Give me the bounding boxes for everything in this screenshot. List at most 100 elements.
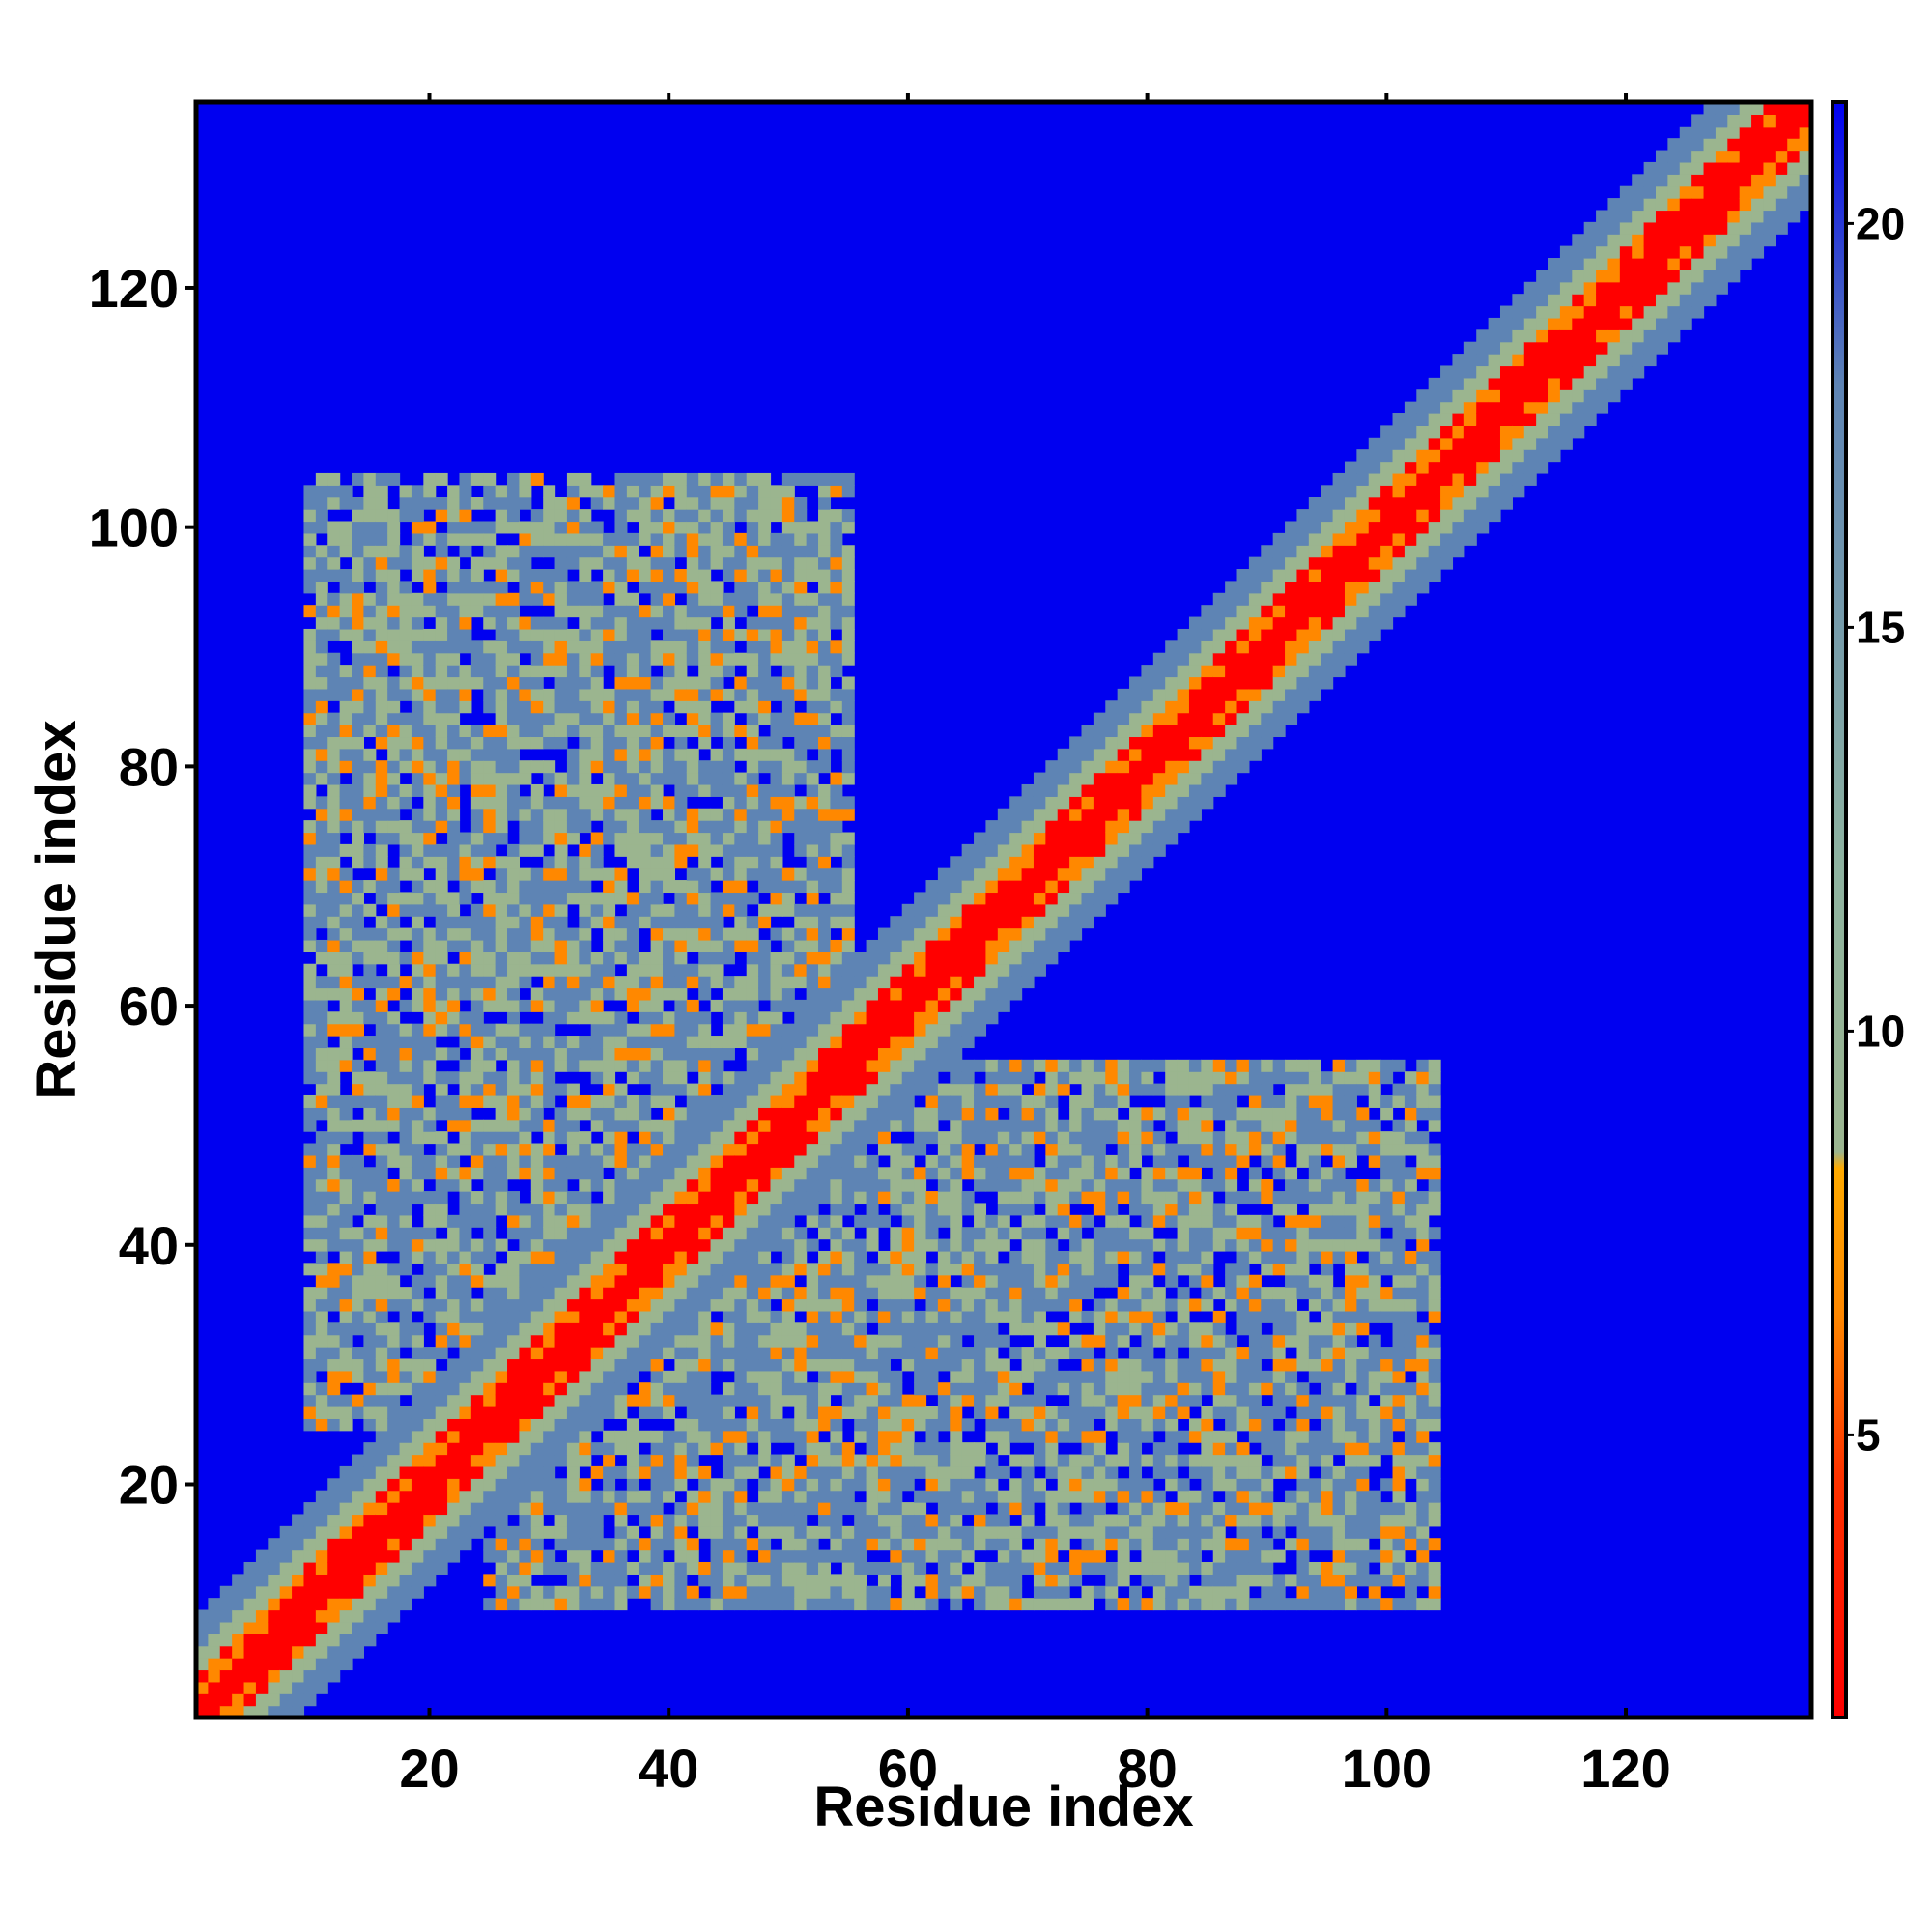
heatmap-cell — [566, 939, 580, 952]
heatmap-cell — [758, 545, 772, 558]
heatmap-cell — [746, 1370, 759, 1383]
heatmap-cell — [303, 987, 317, 1001]
heatmap-cell — [806, 952, 819, 965]
heatmap-cell — [914, 1011, 927, 1025]
heatmap-cell — [232, 1705, 245, 1719]
heatmap-cell — [554, 712, 568, 725]
heatmap-cell — [579, 1167, 592, 1180]
heatmap-cell — [470, 952, 484, 965]
heatmap-cell — [1009, 808, 1023, 821]
heatmap-cell — [423, 1167, 437, 1180]
heatmap-cell — [758, 1490, 772, 1503]
heatmap-cell — [818, 1574, 832, 1587]
heatmap-cell — [495, 808, 508, 821]
heatmap-cell — [1033, 903, 1046, 917]
heatmap-cell — [877, 1334, 891, 1348]
heatmap-cell — [399, 999, 412, 1012]
heatmap-cell — [1009, 1598, 1023, 1611]
heatmap-cell — [890, 1287, 903, 1300]
heatmap-cell — [985, 1298, 999, 1312]
heatmap-cell — [626, 736, 639, 750]
heatmap-cell — [818, 880, 832, 894]
heatmap-cell — [603, 939, 616, 952]
heatmap-cell — [961, 1274, 975, 1288]
heatmap-cell — [925, 1334, 939, 1348]
heatmap-cell — [495, 1238, 508, 1252]
heatmap-cell — [758, 867, 772, 881]
heatmap-cell — [339, 1274, 353, 1288]
heatmap-cell — [698, 1274, 712, 1288]
heatmap-cell — [830, 1514, 843, 1527]
heatmap-cell — [854, 1598, 867, 1611]
heatmap-cell — [698, 783, 712, 797]
heatmap-cell — [483, 1490, 497, 1503]
heatmap-cell — [781, 1430, 795, 1443]
heatmap-cell — [925, 903, 939, 917]
heatmap-cell — [1057, 1430, 1070, 1443]
heatmap-cell — [770, 556, 783, 570]
heatmap-cell — [818, 783, 832, 797]
heatmap-cell — [950, 1059, 963, 1072]
heatmap-cell — [363, 880, 377, 894]
heatmap-cell — [268, 1693, 281, 1707]
heatmap-cell — [650, 1549, 664, 1563]
heatmap-cell — [758, 700, 772, 714]
heatmap-cell — [650, 867, 664, 881]
heatmap-cell — [566, 1442, 580, 1456]
heatmap-cell — [1009, 1370, 1023, 1383]
heatmap-cell — [614, 1250, 628, 1264]
heatmap-cell — [423, 712, 437, 725]
heatmap-cell — [1021, 1094, 1035, 1108]
heatmap-cell — [519, 1561, 532, 1575]
heatmap-cell — [950, 1442, 963, 1456]
heatmap-cell — [781, 1191, 795, 1205]
heatmap-cell — [614, 1131, 628, 1145]
heatmap-cell — [650, 509, 664, 523]
heatmap-cell — [459, 1238, 472, 1252]
heatmap-cell — [303, 1574, 317, 1587]
heatmap-cell — [375, 1394, 388, 1407]
heatmap-cell — [914, 1406, 927, 1419]
heatmap-cell — [387, 1347, 401, 1360]
heatmap-cell — [411, 1382, 424, 1396]
heatmap-cell — [925, 1358, 939, 1372]
heatmap-cell — [327, 688, 341, 701]
heatmap-cell — [411, 1358, 424, 1372]
heatmap-cell — [650, 688, 664, 701]
heatmap-cell — [961, 1094, 975, 1108]
heatmap-cell — [734, 1011, 748, 1025]
heatmap-cell — [950, 1203, 963, 1216]
heatmap-cell — [650, 616, 664, 630]
heatmap-cell — [579, 1394, 592, 1407]
heatmap-cell — [375, 927, 388, 941]
heatmap-cell — [901, 1094, 915, 1108]
heatmap-cell — [877, 1574, 891, 1587]
heatmap-cell — [554, 1514, 568, 1527]
heatmap-cell — [734, 987, 748, 1001]
heatmap-cell — [196, 1645, 209, 1659]
heatmap-cell — [877, 1131, 891, 1145]
heatmap-cell — [590, 1203, 604, 1216]
heatmap-cell — [997, 843, 1010, 857]
heatmap-cell — [375, 1036, 388, 1049]
heatmap-cell — [579, 1287, 592, 1300]
heatmap-cell — [1009, 843, 1023, 857]
heatmap-cell — [579, 569, 592, 582]
heatmap-cell — [603, 892, 616, 905]
heatmap-cell — [339, 1370, 353, 1383]
heatmap-cell — [423, 1263, 437, 1276]
heatmap-cell — [543, 532, 556, 546]
heatmap-cell — [758, 987, 772, 1001]
heatmap-cell — [603, 1465, 616, 1479]
heatmap-cell — [866, 1154, 879, 1168]
heatmap-cell — [663, 1322, 676, 1336]
heatmap-cell — [650, 1143, 664, 1156]
heatmap-cell — [626, 1298, 639, 1312]
heatmap-cell — [352, 1370, 364, 1383]
heatmap-cell — [663, 545, 676, 558]
heatmap-cell — [423, 1214, 437, 1228]
heatmap-cell — [710, 916, 724, 929]
heatmap-cell — [603, 1394, 616, 1407]
heatmap-cell — [639, 556, 652, 570]
heatmap-cell — [698, 1358, 712, 1372]
